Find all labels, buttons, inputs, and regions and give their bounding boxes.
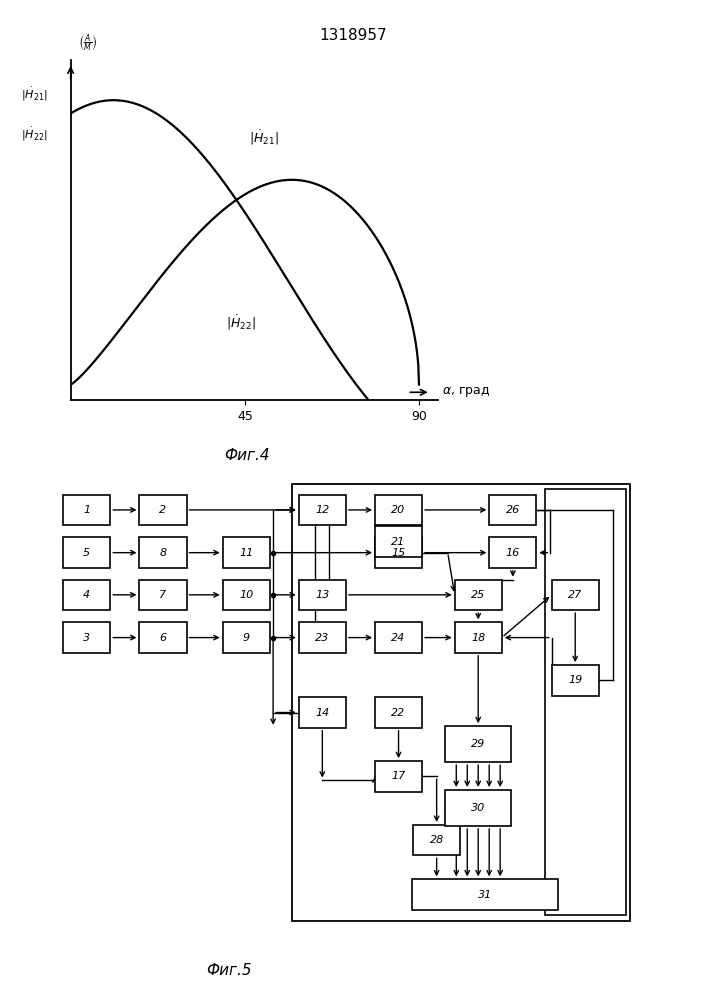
FancyBboxPatch shape xyxy=(299,580,346,610)
FancyBboxPatch shape xyxy=(375,537,422,568)
Text: $\left(\frac{A}{M}\right)$: $\left(\frac{A}{M}\right)$ xyxy=(78,33,98,54)
FancyBboxPatch shape xyxy=(489,495,537,525)
Text: $\alpha$, град: $\alpha$, град xyxy=(442,385,491,399)
FancyBboxPatch shape xyxy=(375,526,422,557)
Text: 22: 22 xyxy=(392,708,406,717)
Text: $|\dot{H}_{21}|$: $|\dot{H}_{21}|$ xyxy=(250,128,279,147)
FancyBboxPatch shape xyxy=(413,825,460,855)
Text: 26: 26 xyxy=(506,505,520,515)
Text: 8: 8 xyxy=(159,548,167,558)
FancyBboxPatch shape xyxy=(299,622,346,653)
FancyBboxPatch shape xyxy=(63,622,110,653)
FancyBboxPatch shape xyxy=(455,580,502,610)
Text: 21: 21 xyxy=(392,537,406,547)
Text: Фиг.4: Фиг.4 xyxy=(224,448,270,463)
FancyBboxPatch shape xyxy=(489,537,537,568)
FancyBboxPatch shape xyxy=(551,665,599,696)
Text: Фиг.5: Фиг.5 xyxy=(206,963,252,978)
Text: 27: 27 xyxy=(568,590,583,600)
FancyBboxPatch shape xyxy=(139,580,187,610)
FancyBboxPatch shape xyxy=(375,495,422,525)
Text: 1318957: 1318957 xyxy=(320,28,387,43)
Bar xyxy=(544,489,626,915)
Text: 20: 20 xyxy=(392,505,406,515)
Text: 5: 5 xyxy=(83,548,90,558)
Text: 11: 11 xyxy=(239,548,253,558)
FancyBboxPatch shape xyxy=(139,537,187,568)
FancyBboxPatch shape xyxy=(412,879,558,910)
Text: 15: 15 xyxy=(392,548,406,558)
Text: 6: 6 xyxy=(159,633,167,643)
Text: 19: 19 xyxy=(568,675,583,685)
Bar xyxy=(292,484,630,921)
Text: 31: 31 xyxy=(478,890,492,900)
FancyBboxPatch shape xyxy=(375,697,422,728)
Text: 1: 1 xyxy=(83,505,90,515)
Text: 29: 29 xyxy=(471,739,485,749)
Text: 18: 18 xyxy=(471,633,485,643)
Text: 13: 13 xyxy=(315,590,329,600)
FancyBboxPatch shape xyxy=(223,537,269,568)
FancyBboxPatch shape xyxy=(223,622,269,653)
Text: 28: 28 xyxy=(430,835,444,845)
Text: 14: 14 xyxy=(315,708,329,717)
Text: 10: 10 xyxy=(239,590,253,600)
Text: 30: 30 xyxy=(471,803,485,813)
Text: 23: 23 xyxy=(315,633,329,643)
Text: 2: 2 xyxy=(159,505,167,515)
FancyBboxPatch shape xyxy=(63,580,110,610)
Text: 7: 7 xyxy=(159,590,167,600)
Text: 17: 17 xyxy=(392,771,406,781)
FancyBboxPatch shape xyxy=(299,495,346,525)
Text: 24: 24 xyxy=(392,633,406,643)
FancyBboxPatch shape xyxy=(63,495,110,525)
Text: $|\dot{H}_{22}|$: $|\dot{H}_{22}|$ xyxy=(226,313,256,332)
FancyBboxPatch shape xyxy=(445,726,511,762)
Text: 9: 9 xyxy=(243,633,250,643)
FancyBboxPatch shape xyxy=(63,537,110,568)
FancyBboxPatch shape xyxy=(455,622,502,653)
FancyBboxPatch shape xyxy=(445,790,511,826)
Text: $|\dot{H}_{22}|$: $|\dot{H}_{22}|$ xyxy=(21,126,47,143)
FancyBboxPatch shape xyxy=(139,622,187,653)
Text: 4: 4 xyxy=(83,590,90,600)
FancyBboxPatch shape xyxy=(299,697,346,728)
FancyBboxPatch shape xyxy=(375,761,422,792)
Text: 3: 3 xyxy=(83,633,90,643)
FancyBboxPatch shape xyxy=(551,580,599,610)
Text: 12: 12 xyxy=(315,505,329,515)
FancyBboxPatch shape xyxy=(375,622,422,653)
FancyBboxPatch shape xyxy=(139,495,187,525)
FancyBboxPatch shape xyxy=(223,580,269,610)
Text: 16: 16 xyxy=(506,548,520,558)
Text: $|\dot{H}_{21}|$: $|\dot{H}_{21}|$ xyxy=(21,85,47,103)
Text: 25: 25 xyxy=(471,590,485,600)
